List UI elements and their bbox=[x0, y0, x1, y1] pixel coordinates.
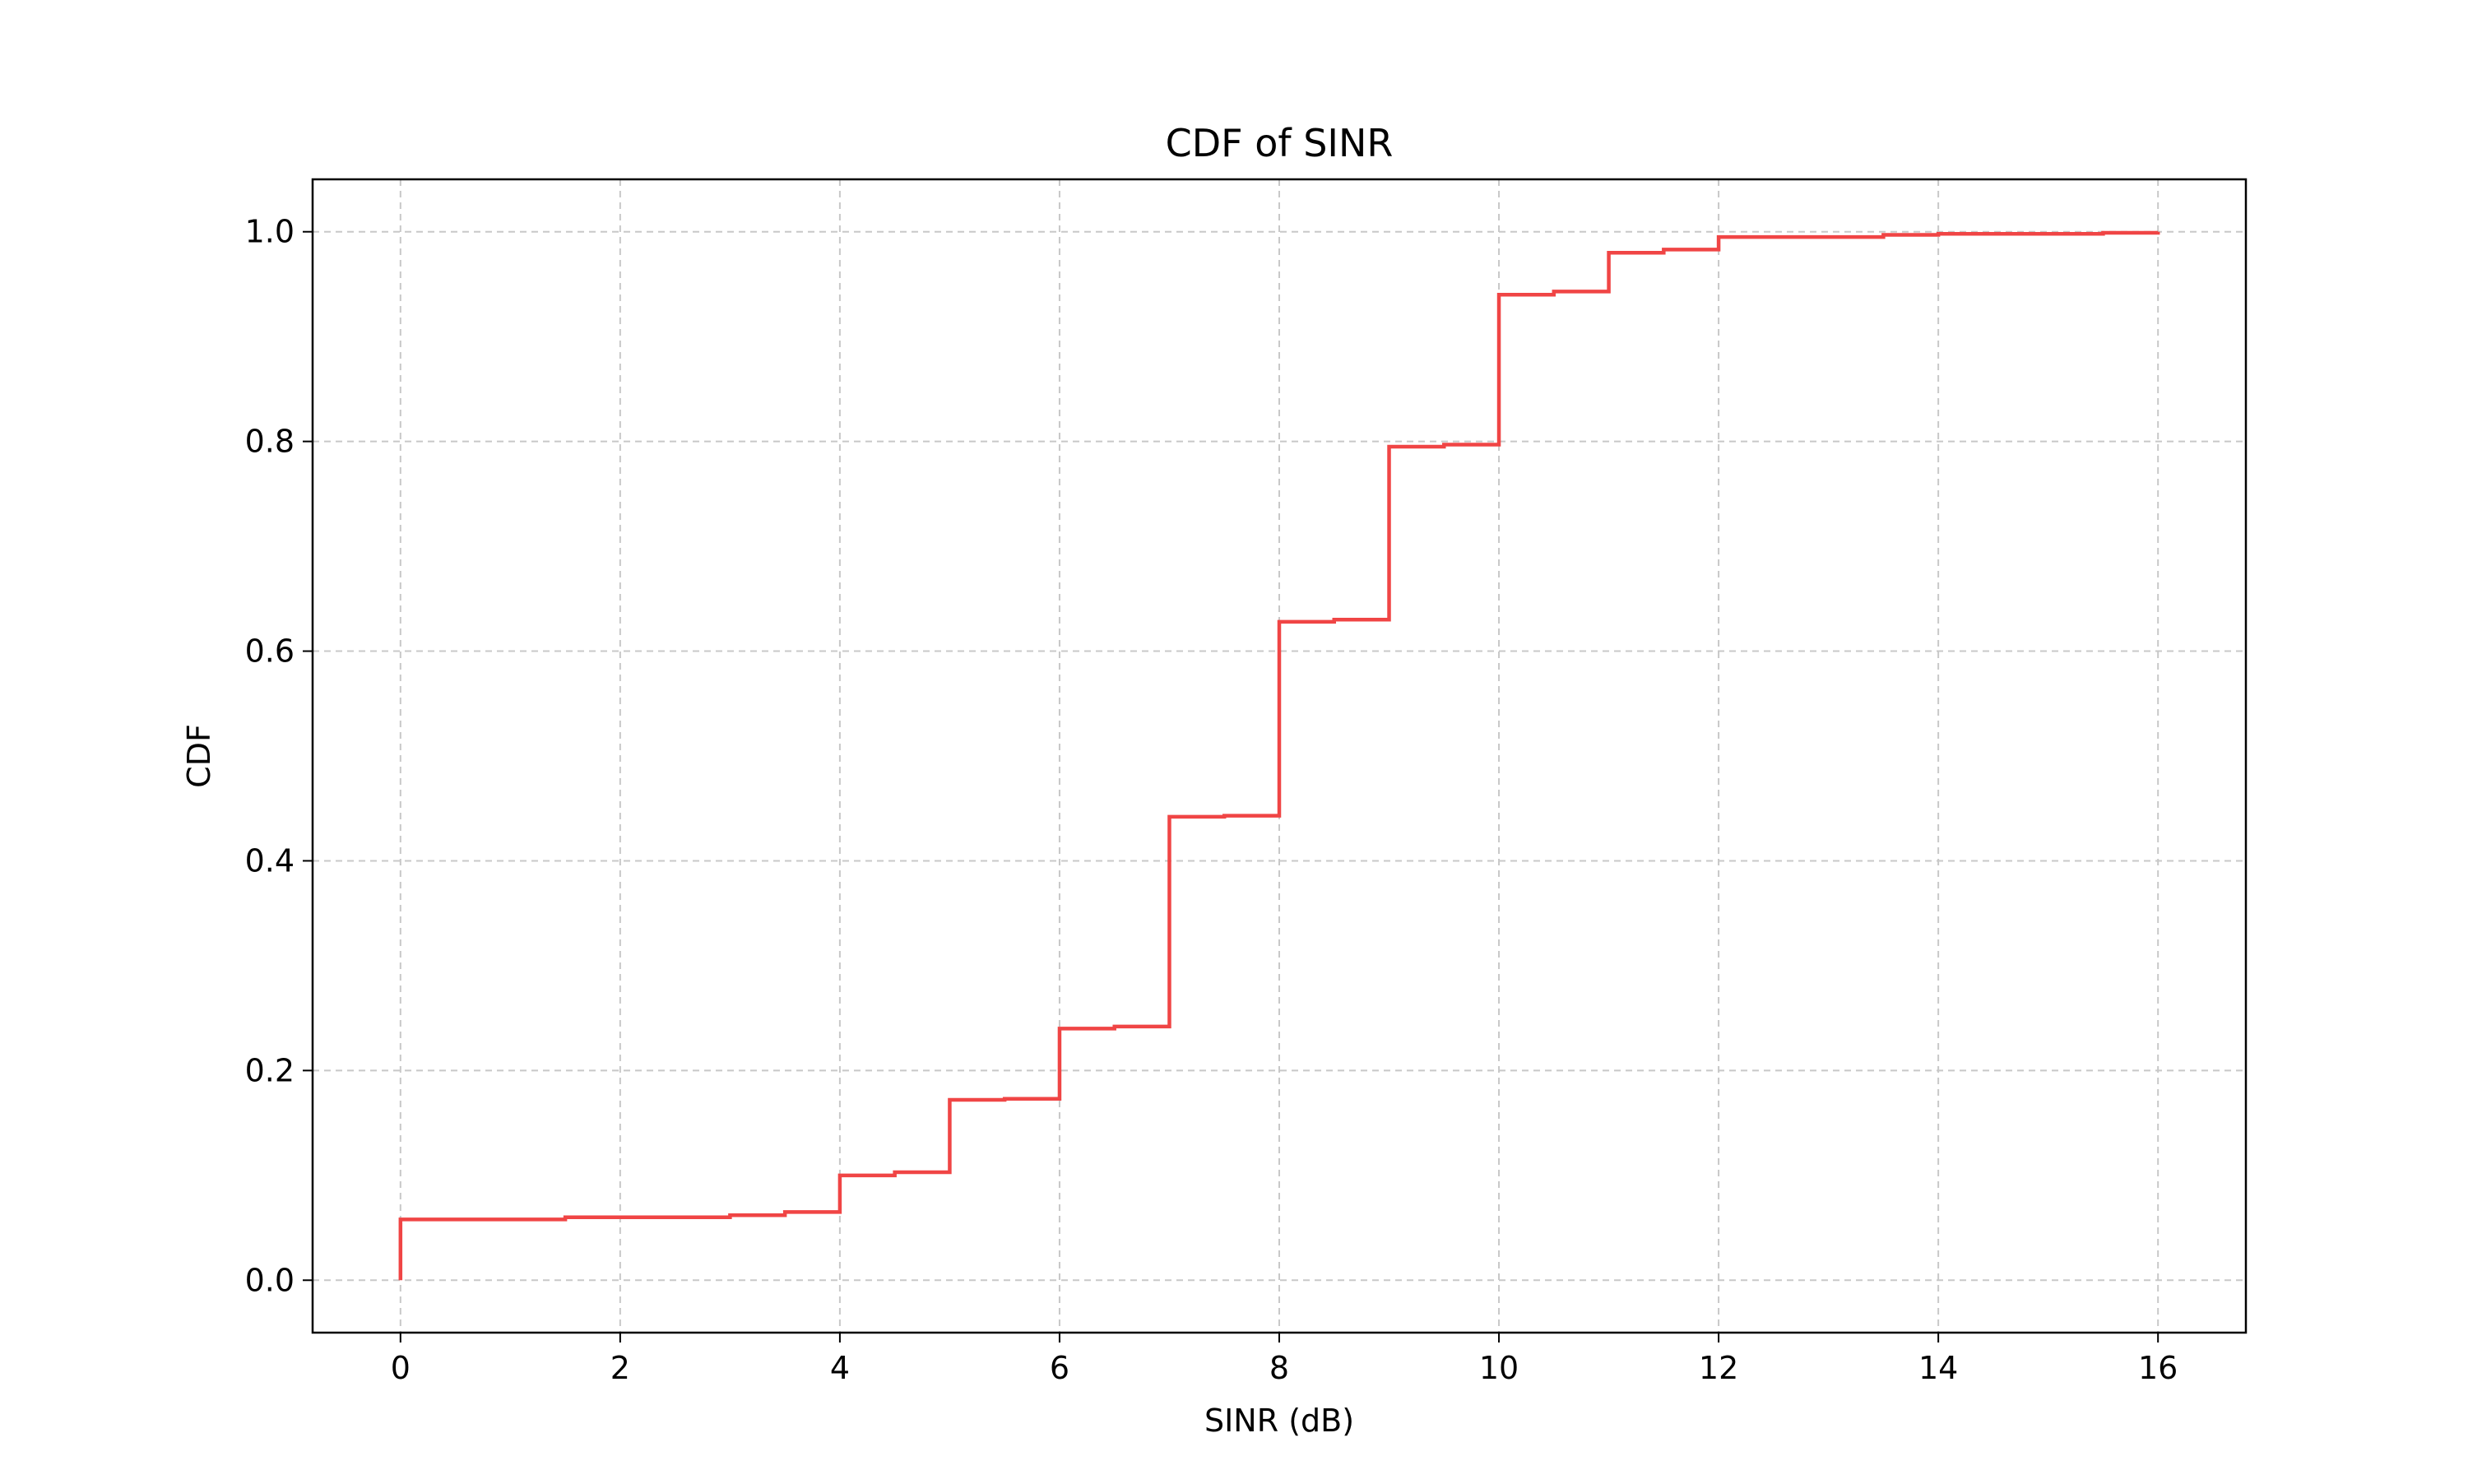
y-tick-label: 1.0 bbox=[245, 214, 295, 250]
y-tick-label: 0.8 bbox=[245, 424, 295, 460]
y-tick-label: 0.6 bbox=[245, 633, 295, 670]
x-tick-label: 10 bbox=[1479, 1350, 1519, 1386]
y-tick-label: 0.0 bbox=[245, 1262, 295, 1298]
x-tick-label: 12 bbox=[1699, 1350, 1738, 1386]
y-tick-label: 0.2 bbox=[245, 1052, 295, 1088]
x-tick-label: 14 bbox=[1918, 1350, 1958, 1386]
chart-title: CDF of SINR bbox=[1166, 121, 1394, 165]
x-tick-label: 8 bbox=[1269, 1350, 1289, 1386]
x-tick-label: 6 bbox=[1050, 1350, 1069, 1386]
y-tick-label: 0.4 bbox=[245, 842, 295, 879]
x-axis-label: SINR (dB) bbox=[1204, 1403, 1354, 1439]
x-tick-label: 0 bbox=[391, 1350, 411, 1386]
grid bbox=[313, 179, 2246, 1333]
x-tick-label: 2 bbox=[610, 1350, 630, 1386]
y-axis-label: CDF bbox=[181, 724, 217, 788]
series-layer bbox=[398, 230, 2160, 1281]
ticks: 0 2 4 6 8 10 12 14 16 0.0 0.2 0.4 0.6 0.8 1.0 bbox=[245, 214, 2178, 1386]
x-tick-label: 4 bbox=[830, 1350, 850, 1386]
cdf-step-line bbox=[398, 230, 2160, 1281]
x-tick-label: 16 bbox=[2138, 1350, 2178, 1386]
